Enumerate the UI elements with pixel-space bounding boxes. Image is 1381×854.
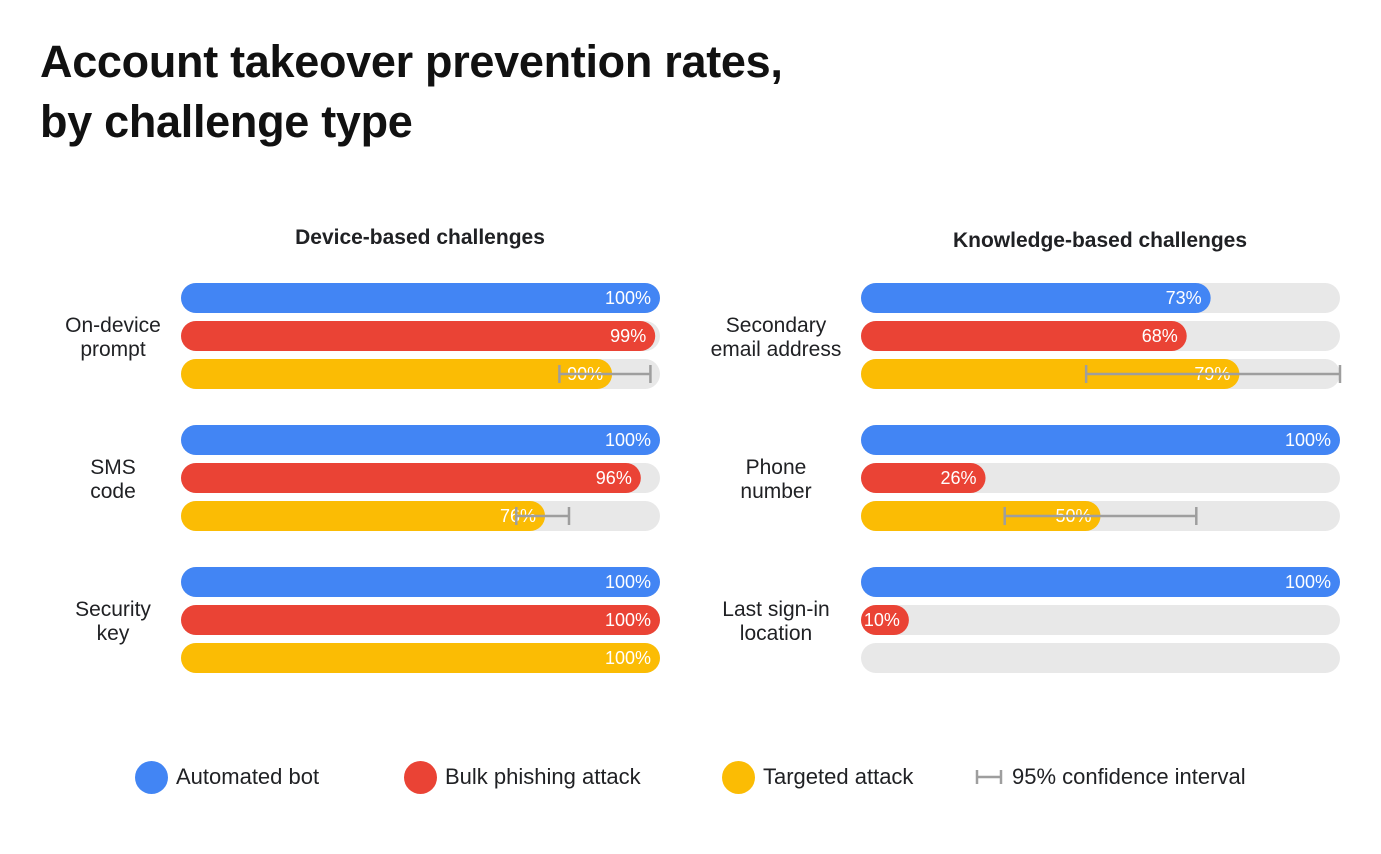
category-label: location <box>740 622 812 645</box>
value-label: 73% <box>1166 288 1202 308</box>
legend-item-confidence-interval: 95% confidence interval <box>975 752 1246 802</box>
value-label: 10% <box>864 610 900 630</box>
value-label: 68% <box>1142 326 1178 346</box>
confidence-interval-icon <box>975 770 1003 784</box>
legend-item-bulk-phishing: Bulk phishing attack <box>404 752 641 802</box>
chart-title: Account takeover prevention rates, by ch… <box>40 36 783 147</box>
legend-item-automated-bot: Automated bot <box>135 752 319 802</box>
category-label: Security <box>75 598 151 621</box>
category-label: number <box>740 480 811 503</box>
bar <box>861 501 1101 531</box>
bar <box>861 321 1187 351</box>
value-label: 100% <box>605 648 651 668</box>
value-label: 100% <box>605 430 651 450</box>
category-label: email address <box>711 338 842 361</box>
legend-swatch-bulk-phishing <box>404 760 437 794</box>
bar <box>181 567 660 597</box>
legend-item-targeted-attack: Targeted attack <box>722 752 913 802</box>
bar <box>181 643 660 673</box>
bar <box>181 283 660 313</box>
category-label: code <box>90 480 136 503</box>
legend-swatch-automated-bot <box>135 760 168 794</box>
bar <box>861 359 1240 389</box>
category-label: prompt <box>80 338 146 361</box>
value-label: 100% <box>605 572 651 592</box>
value-label: 100% <box>1285 430 1331 450</box>
legend-swatch-targeted-attack <box>722 760 755 794</box>
category-label: On-device <box>65 314 161 337</box>
legend-label: Targeted attack <box>763 764 914 789</box>
value-label: 99% <box>610 326 646 346</box>
bar <box>861 605 909 635</box>
category-label: Last sign-in <box>722 598 829 621</box>
bar <box>181 501 546 531</box>
bar <box>181 359 613 389</box>
legend-label: Automated bot <box>176 764 320 789</box>
bar <box>181 463 641 493</box>
panel-title: Knowledge-based challenges <box>953 229 1247 252</box>
bar <box>181 321 656 351</box>
legend: Automated bot Bulk phishing attack Targe… <box>0 752 1381 802</box>
panel-title: Device-based challenges <box>295 226 545 249</box>
value-label: 26% <box>941 468 977 488</box>
bar <box>861 463 986 493</box>
value-label: 100% <box>605 288 651 308</box>
category-label: key <box>97 622 130 645</box>
bar <box>181 605 660 635</box>
category-label: Phone <box>746 456 807 479</box>
bar <box>861 567 1340 597</box>
bar <box>861 283 1211 313</box>
category-label: Secondary <box>726 314 827 337</box>
bar <box>861 425 1340 455</box>
value-label: 96% <box>596 468 632 488</box>
value-label: 100% <box>1285 572 1331 592</box>
value-label: 100% <box>605 610 651 630</box>
bar-track <box>861 643 1340 673</box>
legend-label: 95% confidence interval <box>1012 764 1246 789</box>
bar <box>181 425 660 455</box>
legend-label: Bulk phishing attack <box>445 764 641 789</box>
bar-track <box>861 605 1340 635</box>
category-label: SMS <box>90 456 136 479</box>
